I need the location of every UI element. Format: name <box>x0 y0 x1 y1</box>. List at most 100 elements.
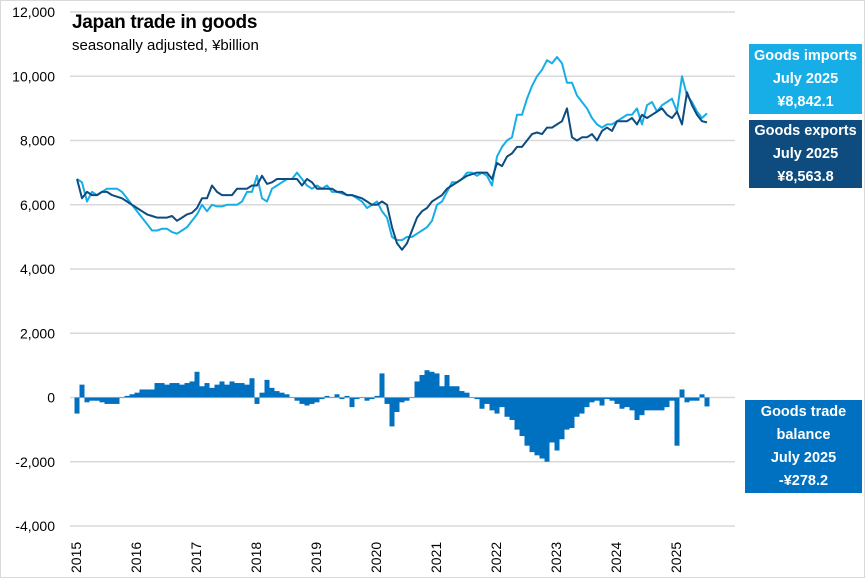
balance-bar <box>194 371 200 398</box>
balance-bar <box>489 397 495 411</box>
balance-bar <box>564 397 570 430</box>
balance-bar <box>469 397 475 398</box>
balance-bar <box>369 397 375 400</box>
x-tick-label: 2018 <box>248 542 264 573</box>
balance-bar <box>559 397 565 440</box>
balance-label-1: Goods trade <box>760 403 847 420</box>
balance-bar <box>539 397 545 459</box>
y-tick-label: 8,000 <box>20 133 55 149</box>
balance-bar <box>209 387 215 398</box>
exports-line <box>76 91 708 251</box>
imports-date: July 2025 <box>772 70 839 87</box>
balance-bar <box>199 386 205 398</box>
x-tick-label: 2022 <box>488 542 504 573</box>
x-tick-label: 2020 <box>368 542 384 573</box>
balance-bar <box>669 397 675 401</box>
balance-bar <box>609 397 615 401</box>
y-tick-label: 10,000 <box>12 68 55 84</box>
balance-bar <box>339 397 345 400</box>
balance-bar <box>124 395 130 398</box>
balance-bar <box>354 397 360 400</box>
balance-bar <box>284 394 290 398</box>
y-tick-label: -2,000 <box>15 454 55 470</box>
balance-bar <box>524 397 530 446</box>
imports-label-box: Goods imports July 2025 ¥8,842.1 <box>749 44 862 114</box>
balance-bar <box>644 397 650 411</box>
balance-bar <box>659 397 665 411</box>
balance-bar <box>619 397 625 409</box>
balance-bar <box>499 397 505 408</box>
balance-bar <box>634 397 640 420</box>
balance-bar <box>244 384 250 398</box>
balance-bar <box>224 384 230 398</box>
balance-bar <box>359 397 365 398</box>
y-tick-label: -4,000 <box>15 518 55 534</box>
balance-bar <box>459 391 465 398</box>
balance-bar <box>599 397 605 406</box>
y-tick-label: 2,000 <box>20 325 55 341</box>
balance-bar <box>149 389 155 398</box>
balance-bar <box>519 397 525 437</box>
balance-bar <box>349 397 355 408</box>
balance-bar <box>429 371 435 398</box>
balance-bar <box>364 397 370 401</box>
balance-bar <box>384 397 390 404</box>
balance-bar <box>129 394 135 398</box>
x-tick-label: 2015 <box>68 542 84 573</box>
balance-bar <box>694 397 700 401</box>
balance-bar <box>494 397 500 414</box>
balance-bar <box>134 392 140 398</box>
balance-bar <box>594 397 600 401</box>
balance-bar <box>574 397 580 417</box>
balance-bar <box>304 397 310 406</box>
balance-bar <box>314 397 320 403</box>
x-tick-label: 2019 <box>308 542 324 573</box>
balance-bar <box>479 397 485 409</box>
balance-bar <box>614 397 620 404</box>
balance-bar <box>454 386 460 398</box>
balance-bar <box>334 394 340 398</box>
balance-bar <box>324 395 330 398</box>
balance-bar <box>404 397 410 401</box>
balance-bar <box>579 397 585 414</box>
balance-bar <box>299 397 305 404</box>
x-tick-label: 2024 <box>608 542 624 573</box>
balance-bar <box>74 397 80 414</box>
balance-date: July 2025 <box>770 449 837 466</box>
balance-bar <box>589 397 595 403</box>
x-tick-label: 2025 <box>668 542 684 573</box>
balance-bar <box>439 386 445 398</box>
exports-date: July 2025 <box>772 145 839 162</box>
balance-bar <box>514 397 520 430</box>
y-tick-label: 4,000 <box>20 261 55 277</box>
balance-bar <box>289 397 295 398</box>
balance-bar <box>534 397 540 456</box>
balance-bar <box>79 384 85 398</box>
balance-bar <box>649 397 655 411</box>
balance-bar <box>424 370 430 398</box>
balance-bar <box>104 397 110 404</box>
exports-label-box: Goods exports July 2025 ¥8,563.8 <box>749 120 862 188</box>
balance-bar <box>249 378 255 398</box>
balance-bar <box>184 383 190 398</box>
balance-bar <box>189 381 195 398</box>
x-tick-label: 2023 <box>548 542 564 573</box>
y-tick-label: 12,000 <box>12 4 55 20</box>
balance-bar <box>674 397 680 446</box>
balance-bar <box>449 386 455 398</box>
y-tick-label: 6,000 <box>20 197 55 213</box>
x-tick-label: 2021 <box>428 542 444 573</box>
balance-bar <box>484 397 490 404</box>
balance-bar <box>309 397 315 404</box>
balance-bar <box>319 397 325 400</box>
balance-bar <box>584 397 590 408</box>
balance-bar <box>89 397 95 401</box>
balance-bar <box>604 397 610 400</box>
balance-bar <box>689 397 695 401</box>
balance-bar <box>94 397 100 401</box>
balance-bar <box>229 381 235 398</box>
balance-bar <box>569 397 575 429</box>
balance-bar <box>239 383 245 398</box>
balance-bar <box>529 397 535 453</box>
